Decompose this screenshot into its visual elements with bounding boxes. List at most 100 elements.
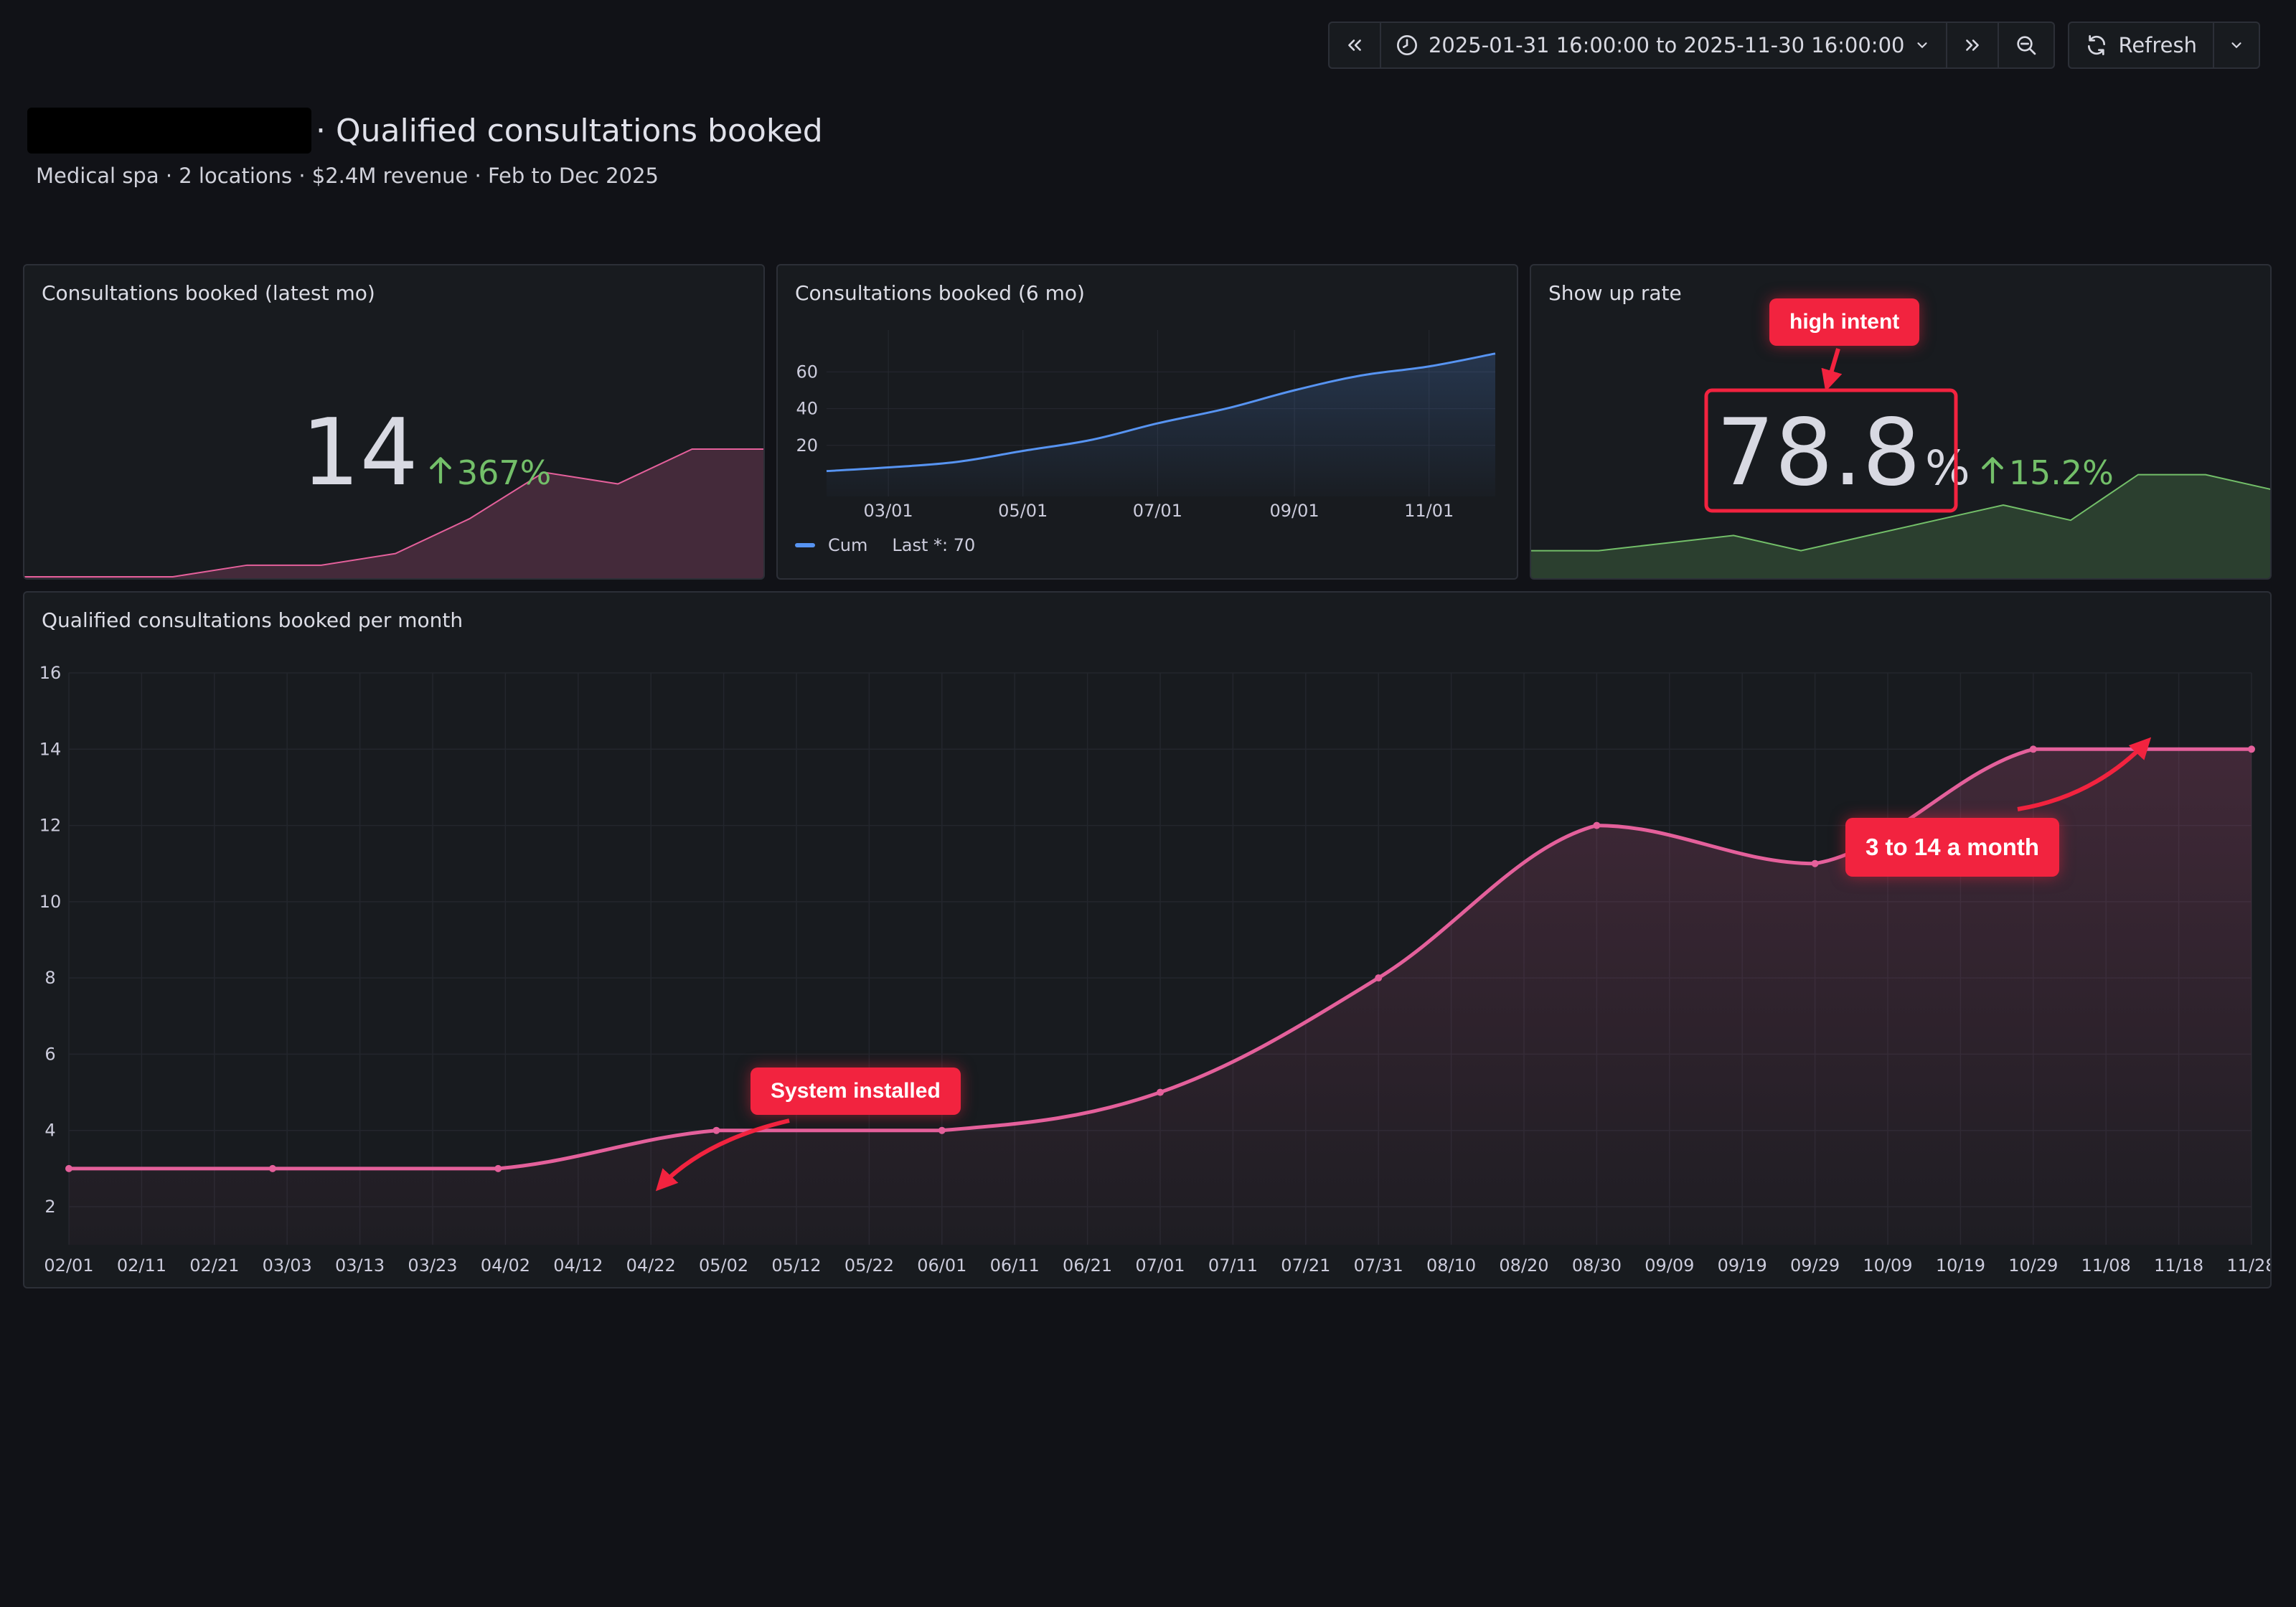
x-tick-label: 07/11 — [1208, 1255, 1258, 1276]
chevron-down-icon — [1917, 42, 1928, 49]
x-tick-label: 03/13 — [335, 1255, 385, 1276]
y-tick-label: 20 — [796, 435, 818, 456]
callout-high-intent: high intent — [1769, 298, 1920, 346]
time-range-picker[interactable]: 2025-01-31 16:00:00 to 2025-11-30 16:00:… — [1381, 23, 1948, 67]
x-tick-label: 07/01 — [1133, 501, 1182, 521]
show-up-delta: 15.2% — [1980, 453, 2114, 492]
shift-forward-button[interactable] — [1947, 23, 2000, 67]
monthly-chart: 2 4 6 8 10 12 14 16 02/01 02/11 02/21 03/03 03/13 03/… — [39, 663, 2270, 1276]
sparkline-line — [1531, 473, 2270, 552]
x-tick-label: 06/11 — [990, 1255, 1040, 1276]
x-tick-label: 02/21 — [189, 1255, 239, 1276]
series-line — [826, 352, 1496, 473]
data-point — [494, 1164, 502, 1172]
x-tick-label: 05/12 — [771, 1255, 821, 1276]
x-tick-label: 03/01 — [864, 501, 913, 521]
zoom-out-icon — [2017, 36, 2036, 55]
panel-latest-month[interactable]: Consultations booked (latest mo) 14 367% — [23, 264, 765, 580]
y-tick-label: 16 — [39, 663, 62, 683]
x-tick-label: 07/01 — [1135, 1255, 1185, 1276]
x-tick-label: 09/01 — [1270, 501, 1319, 521]
x-tick-label: 11/08 — [2081, 1255, 2131, 1276]
data-point — [268, 1164, 276, 1172]
x-tick-label: 06/01 — [917, 1255, 966, 1276]
panel-six-month[interactable]: 20 40 60 03/01 05/01 07/01 09/01 11/01 Consulta… — [776, 264, 1518, 580]
time-range-group: 2025-01-31 16:00:00 to 2025-11-30 16:00:… — [1327, 22, 2056, 69]
shift-back-button[interactable] — [1330, 23, 1381, 67]
x-tick-label: 11/01 — [1404, 501, 1454, 521]
show-up-stat: 78.8 % 15.2% — [1716, 407, 2114, 499]
data-point — [2029, 745, 2037, 753]
x-tick-label: 07/21 — [1281, 1255, 1330, 1276]
data-point — [938, 1126, 946, 1134]
title-row: · Qualified consultations booked — [27, 106, 823, 155]
data-point — [1157, 1088, 1164, 1096]
data-point — [1593, 821, 1601, 829]
callout-system-installed: System installed — [751, 1068, 961, 1115]
sparkline-line — [24, 448, 763, 578]
panel-monthly[interactable]: 2 4 6 8 10 12 14 16 02/01 02/11 02/21 03/03 03/13 03/… — [23, 591, 2272, 1288]
latest-sparkline — [24, 448, 763, 578]
arrow-up-icon — [1981, 457, 2003, 484]
show-up-unit: % — [1925, 440, 1970, 496]
chart-legend[interactable]: Cum Last *: 70 — [795, 535, 975, 555]
panel-title: Consultations booked (6 mo) — [795, 281, 1085, 305]
latest-delta: 367% — [428, 453, 551, 492]
panel-title: Show up rate — [1548, 281, 1682, 305]
show-up-delta-value: 15.2% — [2008, 453, 2114, 492]
data-point — [2248, 745, 2255, 753]
latest-value: 14 — [301, 400, 418, 506]
refresh-label: Refresh — [2118, 33, 2197, 57]
y-tick-label: 6 — [44, 1044, 55, 1064]
x-tick-label: 10/29 — [2008, 1255, 2058, 1276]
page-subtitle: Medical spa · 2 locations · $2.4M revenu… — [36, 164, 659, 188]
data-point — [712, 1126, 720, 1134]
x-tick-label: 05/01 — [998, 501, 1048, 521]
arrow-up-icon — [430, 457, 451, 484]
x-tick-label: 04/22 — [626, 1255, 676, 1276]
x-tick-label: 10/19 — [1936, 1255, 1985, 1276]
x-tick-label: 03/23 — [408, 1255, 457, 1276]
y-tick-label: 60 — [796, 362, 818, 382]
x-tick-label: 09/19 — [1718, 1255, 1767, 1276]
legend-series-name: Cum — [828, 535, 868, 555]
page-title: · Qualified consultations booked — [316, 112, 823, 149]
refresh-button[interactable]: Refresh — [2069, 23, 2214, 67]
latest-stat: 14 367% — [301, 407, 551, 499]
sparkline-area — [24, 449, 763, 578]
x-tick-label: 07/31 — [1354, 1255, 1403, 1276]
x-tick-label: 08/30 — [1572, 1255, 1622, 1276]
data-point — [1375, 974, 1383, 982]
redacted-name — [27, 108, 311, 154]
clock-icon — [1396, 35, 1417, 55]
x-tick-label: 05/02 — [699, 1255, 748, 1276]
refresh-group: Refresh — [2068, 22, 2260, 69]
data-point — [65, 1164, 72, 1172]
y-tick-label: 40 — [796, 399, 818, 419]
data-point — [1811, 859, 1819, 867]
six-month-chart: 20 40 60 03/01 05/01 07/01 09/01 11/01 — [796, 330, 1496, 521]
x-tick-label: 02/01 — [44, 1255, 93, 1276]
refresh-icon — [2088, 35, 2106, 55]
y-tick-label: 12 — [39, 816, 62, 836]
y-tick-label: 2 — [44, 1197, 55, 1217]
refresh-interval-dropdown[interactable] — [2214, 23, 2259, 67]
x-tick-label: 09/29 — [1790, 1255, 1840, 1276]
x-tick-label: 08/20 — [1499, 1255, 1548, 1276]
series-area — [69, 749, 2252, 1245]
panel-title: Consultations booked (latest mo) — [42, 281, 375, 305]
chevron-down-icon — [2231, 42, 2241, 49]
zoom-out-button[interactable] — [1999, 23, 2053, 67]
series-area — [827, 353, 1495, 496]
y-tick-label: 4 — [44, 1121, 55, 1141]
x-tick-label: 04/02 — [481, 1255, 530, 1276]
x-tick-label: 03/03 — [263, 1255, 312, 1276]
x-tick-label: 09/09 — [1645, 1255, 1694, 1276]
chevrons-right-icon — [1966, 39, 1980, 51]
y-tick-label: 8 — [44, 968, 55, 988]
x-tick-label: 02/11 — [117, 1255, 166, 1276]
time-range-label: 2025-01-31 16:00:00 to 2025-11-30 16:00:… — [1428, 33, 1905, 57]
x-tick-label: 04/12 — [553, 1255, 603, 1276]
show-up-value: 78.8 — [1716, 400, 1921, 506]
x-tick-label: 08/10 — [1426, 1255, 1476, 1276]
